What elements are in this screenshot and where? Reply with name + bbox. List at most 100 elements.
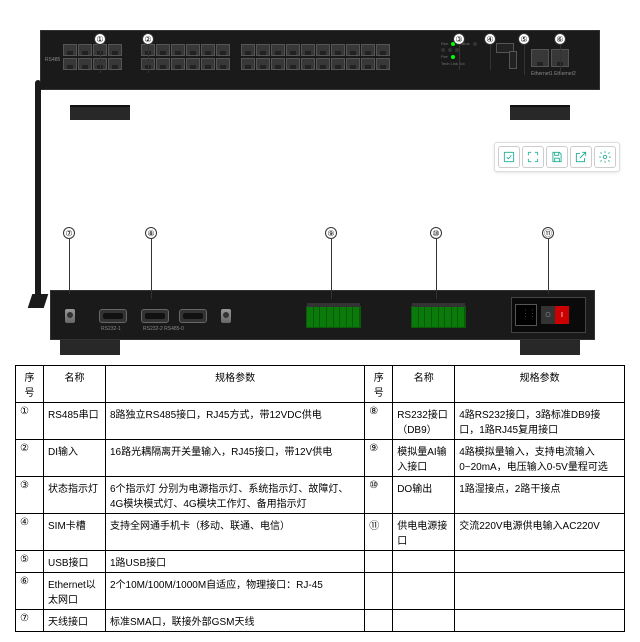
image-toolbar <box>494 142 620 172</box>
th-name: 名称 <box>393 366 455 403</box>
table-cell: 6个指示灯 分别为电源指示灯、系统指示灯、故障灯、4G模块模式灯、4G模块工作灯… <box>106 477 365 514</box>
table-cell: 1路湿接点，2路干接点 <box>455 477 625 514</box>
table-cell: ④ <box>16 514 44 551</box>
callout-marker: ⑪ <box>542 227 554 239</box>
th-num: 序号 <box>365 366 393 403</box>
rj45-port <box>376 44 390 56</box>
callout-leader <box>548 239 549 294</box>
callout-marker: ⑥ <box>554 33 566 45</box>
table-row: ②DI输入16路光耦隔离开关量输入，RJ45接口，带12V供电⑨模拟量AI输入接… <box>16 440 625 477</box>
rack-stand <box>520 340 580 355</box>
expand-button[interactable] <box>522 146 544 168</box>
table-row: ⑦天线接口标准SMA口，联接外部GSM天线 <box>16 610 625 632</box>
rj45-port <box>361 44 375 56</box>
table-cell: ⑥ <box>16 573 44 610</box>
device-chassis-rear: RS232-1 RS232-2 RS485-0 OI <box>50 290 595 340</box>
di-port-group-2 <box>241 44 390 70</box>
callout-leader <box>490 45 491 70</box>
table-cell: 16路光耦隔离开关量输入，RJ45接口，带12V供电 <box>106 440 365 477</box>
rj45-port <box>271 44 285 56</box>
rj45-port <box>286 44 300 56</box>
rj45-port <box>316 44 330 56</box>
antenna <box>35 80 41 300</box>
callout-leader <box>560 45 561 75</box>
refresh-button[interactable] <box>498 146 520 168</box>
settings-button[interactable] <box>594 146 616 168</box>
table-cell: Ethernet以太网口 <box>44 573 106 610</box>
callout-marker: ⑦ <box>63 227 75 239</box>
callout-marker: ① <box>94 33 106 45</box>
table-cell: DO输出 <box>393 477 455 514</box>
callout-leader <box>151 239 152 299</box>
table-row: ⑥Ethernet以太网口2个10M/100M/1000M自适应，物理接口：RJ… <box>16 573 625 610</box>
ethernet-label: Ethernet1 Ethernet2 <box>531 71 576 77</box>
iec-inlet <box>515 304 537 326</box>
callout-leader <box>69 239 70 294</box>
share-icon <box>574 150 588 164</box>
rj45-port <box>186 44 200 56</box>
device-front-top: RS485 RunStatus Pwr Tech Link Act Ethern… <box>40 30 600 105</box>
table-cell: 标准SMA口，联接外部GSM天线 <box>106 610 365 632</box>
table-cell: ① <box>16 403 44 440</box>
table-cell: SIM卡槽 <box>44 514 106 551</box>
table-cell: ③ <box>16 477 44 514</box>
th-spec: 规格参数 <box>455 366 625 403</box>
callout-marker: ③ <box>453 33 465 45</box>
rs232-label-1: RS232-1 <box>101 326 121 332</box>
table-cell: USB接口 <box>44 551 106 573</box>
rj45-port <box>331 44 345 56</box>
rj45-port <box>186 58 200 70</box>
callout-leader <box>148 45 149 73</box>
di-port-group-1 <box>141 44 230 70</box>
share-button[interactable] <box>570 146 592 168</box>
table-cell: ② <box>16 440 44 477</box>
th-spec: 规格参数 <box>106 366 365 403</box>
sma-connector-2 <box>221 309 231 323</box>
device-rear: RS232-1 RS232-2 RS485-0 OI ⑦⑧⑨⑩⑪ <box>30 255 610 340</box>
power-switch: OI <box>541 306 569 324</box>
rj45-port <box>241 44 255 56</box>
callout-leader <box>524 45 525 75</box>
rj45-port <box>171 44 185 56</box>
callout-marker: ② <box>142 33 154 45</box>
save-button[interactable] <box>546 146 568 168</box>
table-cell <box>393 551 455 573</box>
rj45-port <box>316 58 330 70</box>
rj45-port <box>271 58 285 70</box>
device-chassis-top: RS485 RunStatus Pwr Tech Link Act Ethern… <box>40 30 600 90</box>
th-name: 名称 <box>44 366 106 403</box>
rs232-label-2: RS232-2 RS485-0 <box>143 326 184 332</box>
table-row: ①RS485串口8路独立RS485接口，RJ45方式，带12VDC供电⑧RS23… <box>16 403 625 440</box>
table-cell: 支持全网通手机卡（移动、联通、电信） <box>106 514 365 551</box>
save-icon <box>550 150 564 164</box>
table-cell: 状态指示灯 <box>44 477 106 514</box>
table-cell: 4路模拟量输入，支持电流输入0~20mA，电压输入0-5V量程可选 <box>455 440 625 477</box>
rj45-port <box>256 58 270 70</box>
rj45-port <box>108 58 122 70</box>
table-cell: ⑨ <box>365 440 393 477</box>
table-cell: 交流220V电源供电输入AC220V <box>455 514 625 551</box>
rj45-port <box>156 44 170 56</box>
table-cell: 天线接口 <box>44 610 106 632</box>
callout-marker: ⑩ <box>430 227 442 239</box>
table-cell: 8路独立RS485接口，RJ45方式，带12VDC供电 <box>106 403 365 440</box>
table-row: ⑤USB接口1路USB接口 <box>16 551 625 573</box>
do-terminal-block <box>411 306 466 328</box>
rs485-port-group <box>63 44 122 70</box>
expand-icon <box>526 150 540 164</box>
table-cell: 供电电源接口 <box>393 514 455 551</box>
table-cell: ⑩ <box>365 477 393 514</box>
table-cell: RS485串口 <box>44 403 106 440</box>
sma-connector <box>65 309 75 323</box>
rj45-port <box>301 58 315 70</box>
db9-port-3 <box>179 309 207 323</box>
callout-marker: ④ <box>484 33 496 45</box>
table-cell <box>365 551 393 573</box>
table-row: ④SIM卡槽支持全网通手机卡（移动、联通、电信）⑪供电电源接口交流220V电源供… <box>16 514 625 551</box>
rj45-port <box>78 44 92 56</box>
power-module: OI <box>511 297 586 333</box>
rs485-label: RS485 <box>45 57 60 63</box>
table-cell: RS232接口（DB9） <box>393 403 455 440</box>
rj45-port <box>376 58 390 70</box>
table-cell <box>455 573 625 610</box>
